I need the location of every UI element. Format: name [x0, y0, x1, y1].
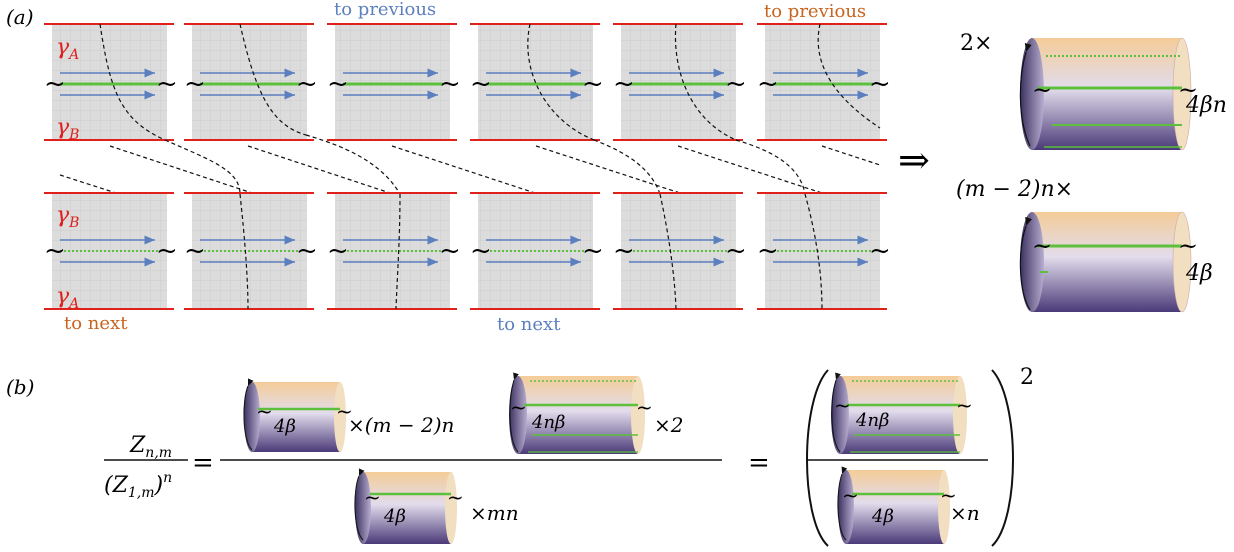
cylinder-4b: ~ ~ 4β: [1019, 211, 1213, 313]
gamma-a-label: γA: [56, 35, 79, 63]
tilde: ~: [184, 69, 206, 99]
tilde: ~: [613, 236, 635, 266]
tilde: ~: [725, 69, 747, 99]
tilde: ~: [869, 236, 891, 266]
tilde: ~: [470, 69, 492, 99]
times-m2n: ×(m − 2)n: [348, 413, 454, 437]
tile-top-6: ~ ~: [757, 23, 891, 141]
tilde: ~: [44, 236, 66, 266]
tilde: ~: [757, 69, 779, 99]
tilde: ~: [956, 393, 973, 417]
tile-top-2: ~ ~: [184, 23, 318, 141]
dashed-curves-bottom: [239, 193, 823, 310]
tile-bottom-3: ~ ~: [327, 192, 461, 310]
tilde: ~: [296, 236, 318, 266]
tilde: ~: [613, 69, 635, 99]
panel-a: (a) ~ ~ ~ ~: [6, 0, 1227, 335]
tilde: ~: [439, 236, 461, 266]
tilde: ~: [842, 483, 859, 507]
implies-arrow: ⇒: [898, 138, 930, 182]
dashed-curves-top: [99, 23, 881, 141]
cyl-label-4bn: 4βn: [1185, 93, 1227, 118]
tilde: ~: [834, 393, 851, 417]
tile-top-4: ~ ~: [470, 23, 604, 141]
panel-b-label: (b): [6, 375, 34, 399]
num-cylinder-4b: ~ ~ 4β: [243, 378, 353, 452]
equals-2: =: [748, 448, 770, 478]
cylinder-4bn: ~ ~ 4βn: [1019, 37, 1227, 151]
top-row: ~ ~ ~ ~ ~ ~: [44, 23, 891, 141]
tilde: ~: [636, 395, 653, 419]
tilde: ~: [364, 485, 381, 509]
to-next-blue: to next: [497, 314, 561, 335]
equals-1: =: [192, 448, 214, 478]
cyl-label-4b: 4β: [1185, 261, 1213, 286]
tilde: ~: [447, 485, 464, 509]
to-next-orange: to next: [64, 313, 128, 334]
tilde: ~: [184, 236, 206, 266]
tilde: ~: [940, 483, 957, 507]
gamma-a-label-bottom: γA: [56, 284, 79, 312]
to-previous-blue: to previous: [334, 0, 436, 20]
num-cyl-4b-label: 4β: [273, 416, 296, 437]
tilde: ~: [582, 236, 604, 266]
tilde: ~: [156, 69, 178, 99]
mult-m2n: (m − 2)n×: [956, 177, 1073, 202]
gamma-b-label: γB: [56, 115, 79, 143]
tilde: ~: [336, 399, 353, 423]
panel-a-label: (a): [6, 5, 34, 29]
den-cylinder-4b: ~ ~ 4β: [354, 468, 464, 544]
num-cylinder-4nb: ~ ~ 4nβ: [509, 372, 653, 454]
tilde: ~: [1032, 232, 1052, 260]
tilde: ~: [44, 69, 66, 99]
tilde: ~: [1178, 232, 1198, 260]
rhs-num-cyl-label: 4nβ: [855, 410, 889, 431]
row-connectors: [59, 134, 881, 195]
lhs-denominator: (Z1,m)n: [104, 470, 172, 501]
tile-bottom-4: ~ ~: [470, 192, 604, 310]
times-n: ×n: [950, 501, 980, 525]
lhs-numerator: Zn,m: [129, 433, 172, 461]
rhs-num-cylinder-4nb: ~ ~ 4nβ: [831, 372, 973, 454]
left-paren: [806, 369, 829, 547]
to-previous-orange: to previous: [764, 1, 866, 22]
right-paren: [991, 369, 1014, 547]
tile-top-5: ~ ~: [613, 23, 747, 141]
tilde: ~: [725, 236, 747, 266]
den-cyl-4b-label: 4β: [383, 506, 406, 527]
mult-2: 2×: [960, 31, 992, 56]
power-2: 2: [1020, 365, 1034, 390]
tile-bottom-1: ~ ~: [44, 192, 178, 310]
tile-bottom-6: ~ ~: [757, 192, 891, 310]
rhs-den-cyl-label: 4β: [871, 506, 894, 527]
tilde: ~: [439, 69, 461, 99]
tilde: ~: [582, 69, 604, 99]
panel-b: (b) Zn,m (Z1,m)n = ~ ~ 4β ×(m − 2)n: [6, 365, 1034, 547]
tile-top-1: ~ ~: [44, 23, 178, 141]
tilde: ~: [1032, 76, 1052, 104]
times-2: ×2: [654, 413, 683, 437]
times-mn: ×mn: [470, 501, 519, 525]
tilde: ~: [470, 236, 492, 266]
rhs-den-cylinder-4b: ~ ~ 4β: [837, 466, 957, 544]
tile-bottom-2: ~ ~: [184, 192, 318, 310]
tilde: ~: [327, 69, 349, 99]
tile-top-3: ~ ~: [327, 23, 461, 141]
tilde: ~: [156, 236, 178, 266]
tilde: ~: [1178, 76, 1198, 104]
gamma-b-label-bottom: γB: [56, 203, 79, 231]
tilde: ~: [757, 236, 779, 266]
tile-bottom-5: ~ ~: [613, 192, 747, 310]
tilde: ~: [510, 395, 527, 419]
tilde: ~: [327, 236, 349, 266]
bottom-row: ~ ~ ~ ~ ~ ~: [44, 192, 891, 310]
num-cyl-4nb-label: 4nβ: [531, 412, 565, 433]
tilde: ~: [256, 399, 273, 423]
tilde: ~: [869, 69, 891, 99]
tilde: ~: [296, 69, 318, 99]
